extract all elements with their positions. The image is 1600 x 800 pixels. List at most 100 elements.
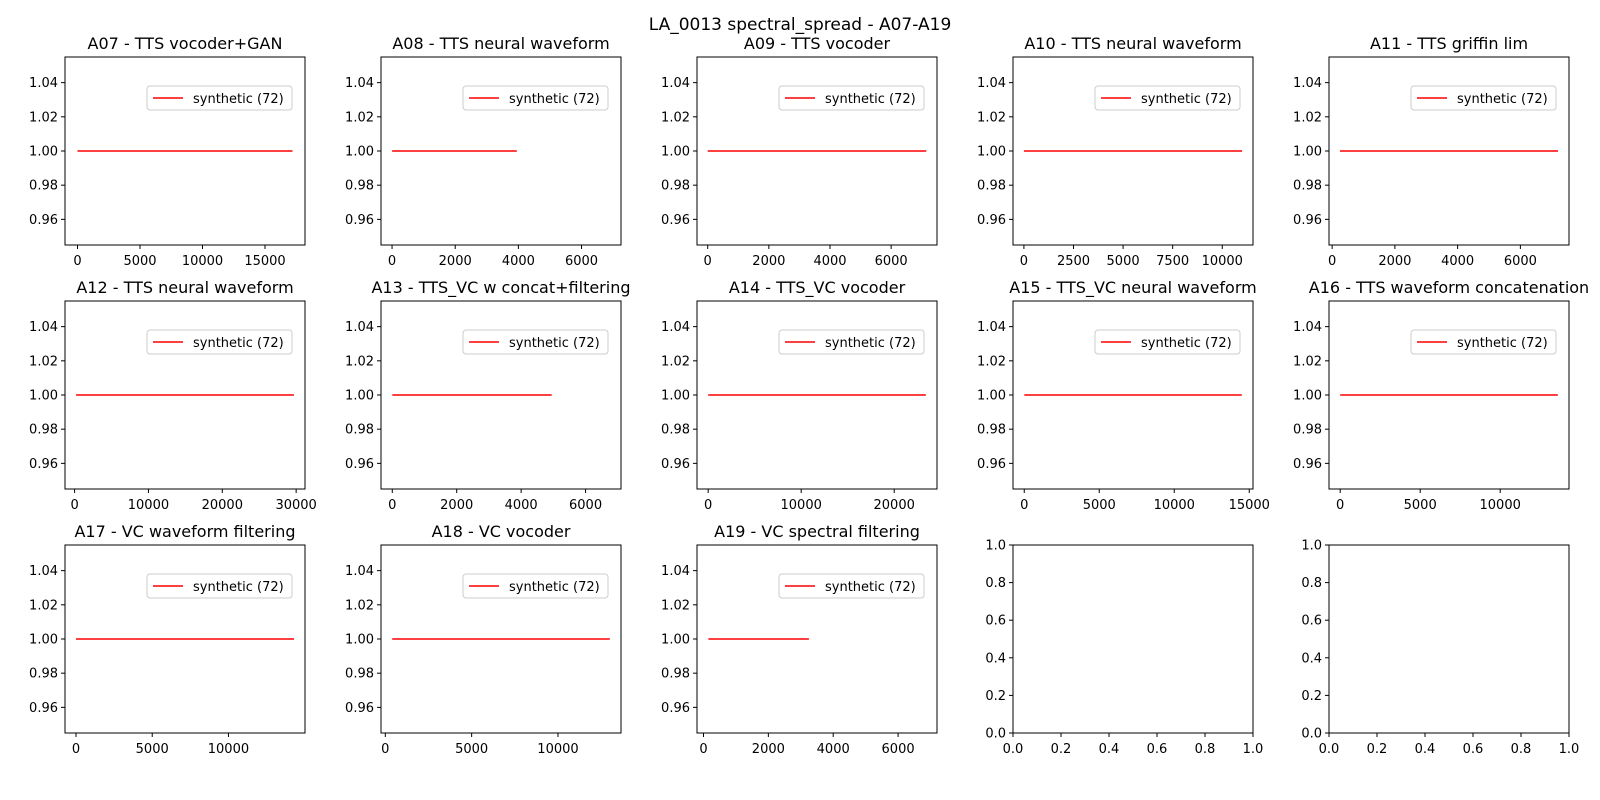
y-tick-label: 0.96 <box>661 701 690 716</box>
subplot-title: A10 - TTS neural waveform <box>1024 34 1241 53</box>
y-tick-label: 1.02 <box>345 598 374 613</box>
y-tick-label: 1.04 <box>29 320 58 335</box>
y-tick-label: 1.00 <box>661 633 690 648</box>
y-tick-label: 1.04 <box>345 76 374 91</box>
axes-frame <box>1328 56 1570 246</box>
x-tick-label: 0 <box>704 498 712 513</box>
y-tick-label: 1.04 <box>345 320 374 335</box>
y-tick-label: 0.98 <box>29 667 58 682</box>
legend: synthetic (72) <box>778 573 925 599</box>
x-tick-label: 10000 <box>1480 498 1521 513</box>
y-tick-label: 1.0 <box>985 539 1006 554</box>
legend-label: synthetic (72) <box>825 92 916 107</box>
subplot-15: 0.0 0.2 0.4 0.6 0.8 1.0 0.0 0.2 0.4 0.6 0.8 1.0 <box>1301 539 1579 758</box>
legend-label: synthetic (72) <box>509 580 600 595</box>
y-tick-label: 1.02 <box>977 110 1006 125</box>
x-tick-label: 1.0 <box>1243 742 1264 757</box>
y-tick-label: 1.04 <box>1293 76 1322 91</box>
y-tick-label: 0.8 <box>985 576 1006 591</box>
x-tick-label: 4000 <box>817 742 850 757</box>
legend-box <box>146 85 293 111</box>
y-tick-label: 0.8 <box>1301 576 1322 591</box>
axes-frame <box>1328 300 1570 490</box>
x-tick-label: 5000 <box>1107 254 1140 269</box>
axes-frame <box>1012 56 1254 246</box>
x-tick-label: 0 <box>70 498 78 513</box>
subplot-8: A14 - TTS_VC vocoder 0.96 0.98 1.00 1.02 1.04… <box>661 278 938 513</box>
y-tick-label: 1.00 <box>977 389 1006 404</box>
y-tick-label: 1.02 <box>1293 354 1322 369</box>
legend: synthetic (72) <box>778 85 925 111</box>
y-tick-label: 0.96 <box>1293 457 1322 472</box>
y-tick-label: 0.0 <box>1301 727 1322 742</box>
y-tick-label: 0.98 <box>345 179 374 194</box>
y-tick-label: 0.96 <box>345 213 374 228</box>
legend-label: synthetic (72) <box>825 336 916 351</box>
y-tick-label: 0.96 <box>29 457 58 472</box>
y-tick-label: 1.02 <box>661 354 690 369</box>
y-tick-label: 0.98 <box>661 179 690 194</box>
y-tick-label: 1.00 <box>1293 145 1322 160</box>
x-tick-label: 15000 <box>244 254 285 269</box>
x-tick-label: 6000 <box>875 254 908 269</box>
x-tick-label: 4000 <box>502 254 535 269</box>
y-tick-label: 1.00 <box>977 145 1006 160</box>
y-tick-label: 0.96 <box>29 701 58 716</box>
legend: synthetic (72) <box>462 85 609 111</box>
legend-box <box>146 573 293 599</box>
y-tick-label: 1.00 <box>1293 389 1322 404</box>
subplot-11: A17 - VC waveform filtering 0.96 0.98 1.00 1… <box>29 522 306 757</box>
y-tick-label: 1.04 <box>1293 320 1322 335</box>
subplot-13: A19 - VC spectral filtering 0.96 0.98 1.00 1… <box>661 522 938 757</box>
x-tick-label: 0.8 <box>1511 742 1532 757</box>
legend: synthetic (72) <box>146 329 293 355</box>
legend-box <box>462 573 609 599</box>
y-tick-label: 1.0 <box>1301 539 1322 554</box>
x-tick-label: 10000 <box>1202 254 1243 269</box>
y-tick-label: 0.2 <box>1301 689 1322 704</box>
axes-frame <box>1012 544 1254 734</box>
y-tick-label: 0.96 <box>345 457 374 472</box>
x-tick-label: 0 <box>388 254 396 269</box>
x-tick-label: 15000 <box>1229 498 1270 513</box>
y-tick-label: 0.98 <box>345 423 374 438</box>
x-tick-label: 4000 <box>505 498 538 513</box>
y-tick-label: 1.00 <box>345 633 374 648</box>
subplot-6: A12 - TTS neural waveform 0.96 0.98 1.00 1.0… <box>29 278 317 513</box>
y-tick-label: 1.00 <box>29 145 58 160</box>
legend-label: synthetic (72) <box>193 92 284 107</box>
legend-label: synthetic (72) <box>509 336 600 351</box>
subplot-title: A18 - VC vocoder <box>432 522 571 541</box>
figure-title: LA_0013 spectral_spread - A07-A19 <box>649 15 952 35</box>
y-tick-label: 0.98 <box>661 667 690 682</box>
x-tick-label: 0.2 <box>1367 742 1388 757</box>
axes-frame <box>64 544 306 734</box>
legend-label: synthetic (72) <box>193 336 284 351</box>
subplot-title: A15 - TTS_VC neural waveform <box>1009 278 1256 298</box>
x-tick-label: 0 <box>704 254 712 269</box>
legend-box <box>1410 85 1557 111</box>
y-tick-label: 1.04 <box>661 76 690 91</box>
y-tick-label: 1.00 <box>345 389 374 404</box>
subplot-title: A19 - VC spectral filtering <box>714 522 920 541</box>
x-tick-label: 5000 <box>123 254 156 269</box>
legend-label: synthetic (72) <box>193 580 284 595</box>
y-tick-label: 0.4 <box>985 651 1006 666</box>
y-tick-label: 1.02 <box>661 598 690 613</box>
y-tick-label: 0.96 <box>977 457 1006 472</box>
y-tick-label: 1.00 <box>29 633 58 648</box>
y-tick-label: 0.96 <box>29 213 58 228</box>
y-tick-label: 0.96 <box>1293 213 1322 228</box>
y-tick-label: 0.96 <box>345 701 374 716</box>
x-tick-label: 0.8 <box>1195 742 1216 757</box>
x-tick-label: 0 <box>1328 254 1336 269</box>
y-tick-label: 0.98 <box>29 423 58 438</box>
x-tick-label: 0 <box>73 254 81 269</box>
x-tick-label: 0.0 <box>1003 742 1024 757</box>
subplot-title: A16 - TTS waveform concatenation <box>1309 278 1589 297</box>
legend-box <box>462 85 609 111</box>
subplot-title: A09 - TTS vocoder <box>744 34 891 53</box>
y-tick-label: 0.2 <box>985 689 1006 704</box>
y-tick-label: 1.04 <box>29 564 58 579</box>
subplot-title: A12 - TTS neural waveform <box>76 278 293 297</box>
